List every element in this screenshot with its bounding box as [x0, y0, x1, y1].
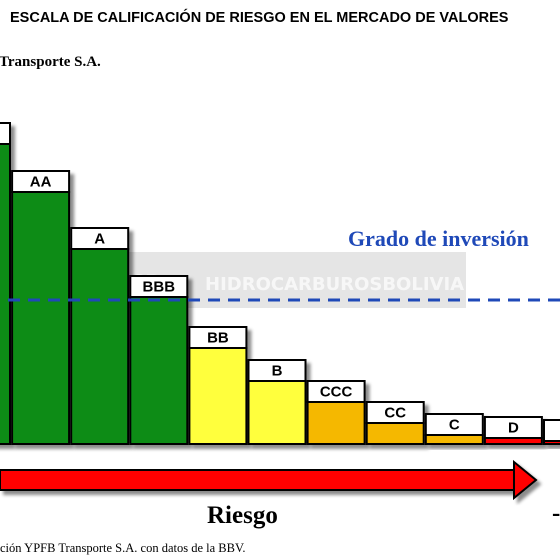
rating-c: C	[424, 413, 484, 445]
rating-bbb: BBB	[129, 275, 189, 445]
bar	[424, 434, 484, 445]
bar	[11, 191, 71, 445]
rating-label: AA	[30, 174, 52, 191]
rating-label: CC	[384, 405, 406, 422]
rating-label: D	[508, 420, 519, 437]
x-axis-label: Riesgo	[207, 502, 278, 529]
bar	[188, 347, 248, 445]
rating-bb: BB	[188, 326, 248, 445]
rating-label: CCC	[320, 384, 353, 401]
bar	[543, 440, 560, 445]
source-note: ción YPFB Transporte S.A. con datos de l…	[0, 541, 246, 555]
bar	[483, 437, 543, 445]
rating-cc: CC	[365, 401, 425, 445]
rating-b: B	[247, 359, 307, 445]
rating-ccc: CCC	[306, 380, 366, 445]
rating-label-box	[543, 419, 560, 442]
risk-arrow-head	[513, 459, 538, 501]
edge-mark: -	[552, 500, 560, 527]
rating-a: A	[70, 227, 130, 445]
bar	[129, 296, 189, 445]
rating-label: B	[272, 363, 283, 380]
rating-aa: AA	[11, 170, 71, 445]
chart-subtitle: Transporte S.A.	[0, 54, 101, 70]
rating-label: A	[94, 231, 105, 248]
watermark-site: HIDROCARBUROSBOLIVIA.COM	[205, 274, 518, 295]
bar	[70, 248, 130, 445]
rating-label-box	[0, 122, 11, 145]
risk-arrow	[0, 459, 538, 501]
rating-label: BB	[207, 330, 229, 347]
investment-grade-label: Grado de inversión	[348, 226, 529, 251]
bar	[0, 143, 11, 445]
rating-e: E	[543, 419, 560, 445]
rating-label: BBB	[143, 279, 176, 296]
bar	[306, 401, 366, 445]
bar	[365, 422, 425, 445]
bars: AAAAAABBBBBBCCCCCCDE	[0, 122, 560, 445]
bar	[247, 380, 307, 445]
risk-arrow-shaft	[0, 469, 519, 491]
rating-aaa: AAA	[0, 122, 11, 445]
rating-label: C	[449, 417, 460, 434]
chart-title: ESCALA DE CALIFICACIÓN DE RIESGO EN EL M…	[10, 8, 509, 26]
rating-d: D	[483, 416, 543, 445]
